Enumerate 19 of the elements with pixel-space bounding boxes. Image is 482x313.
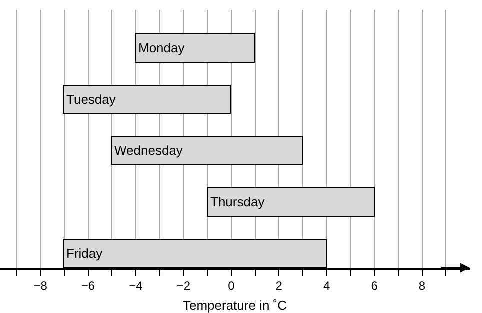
x-tick-label: 0	[228, 279, 236, 294]
bar	[111, 136, 303, 165]
x-tick-label: −8	[34, 279, 48, 294]
x-tick-label: 2	[276, 279, 283, 294]
y-tick-label: Wednesday	[114, 143, 184, 158]
y-tick-label: Monday	[138, 40, 186, 56]
x-axis-title: Temperature in ˚C	[182, 298, 288, 313]
x-tick-label: 6	[371, 279, 378, 294]
x-tick-label: −4	[129, 279, 144, 294]
x-tick-label: −6	[81, 279, 96, 294]
x-tick-label: 8	[418, 279, 426, 294]
y-tick-label: Tuesday	[66, 92, 116, 107]
y-tick-label: Thursday	[210, 194, 266, 210]
x-tick-label: 4	[324, 279, 331, 294]
bar	[135, 33, 255, 63]
bar	[63, 85, 231, 114]
y-tick-label: Friday	[66, 246, 104, 261]
bar	[207, 187, 375, 217]
x-tick-label: −2	[176, 279, 191, 294]
